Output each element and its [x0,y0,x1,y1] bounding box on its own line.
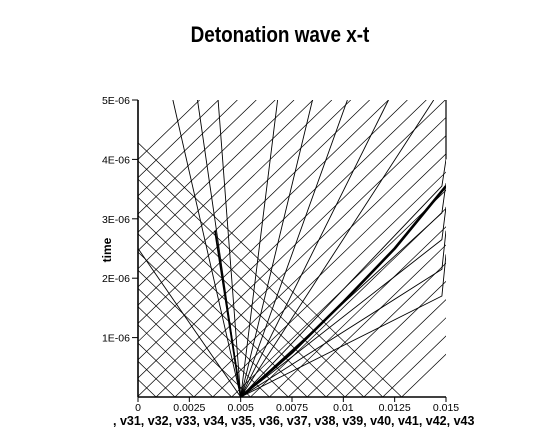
mesh-line-right [363,317,446,397]
mesh-line-left [138,178,365,397]
series-line-right-running-10 [240,100,389,397]
series-line-left-running-5 [197,100,242,397]
series-line-detonation-front-1 [239,185,446,397]
mesh-line-right [155,116,446,397]
series-line-right-running-9 [240,100,348,397]
mesh-line-left [138,324,213,397]
y-tick-label: 3E-06 [102,214,130,226]
y-tick-label: 4E-06 [102,154,130,166]
axes: 0 0.0025 0.005 0.0075 0.01 0.0125 0.015 1E-06 2E… [102,95,459,414]
mesh-line-right [138,100,276,233]
mesh-line-right [138,100,446,397]
mesh-line-right [174,135,446,397]
mesh-line-left [138,142,402,397]
mesh-line-left [138,288,251,397]
mesh-line-right [306,262,446,397]
series-line-right-running-14 [240,206,446,397]
mesh-line-left [138,196,346,397]
mesh-line-right [231,189,446,397]
mesh-line-right [401,353,446,397]
series-line-right-running-11 [240,100,435,397]
series-layer [138,100,446,397]
mesh-line-left [0,100,137,397]
series-line-right-running-16 [240,254,446,397]
series-line-left-running-3 [138,248,242,397]
mesh-line-left [138,215,327,397]
mesh-line-left [138,306,232,397]
mesh-line-right [212,171,446,397]
x-tick-label: 0.0025 [173,402,205,414]
mesh-line-left [0,100,62,397]
x-tick-label: 0.005 [228,402,254,414]
series-line-right-running-7 [240,100,279,397]
x-tick-label: 0 [135,402,141,414]
mesh-line-right [138,100,370,324]
chart-title: Detonation wave x-t [190,22,370,47]
series-line-right-running-8 [240,100,313,397]
mesh-line-right [138,100,219,179]
mesh-line-left [138,233,308,397]
mesh-line-right [138,100,238,197]
y-tick-label: 2E-06 [102,273,130,285]
mesh-line-right [250,208,446,397]
series-line-left-running-4 [172,100,242,397]
mesh-line-left [138,379,157,397]
mesh-line-right [138,100,351,306]
mesh-line-left [0,100,5,397]
mesh-line-right [138,100,314,270]
mesh-line-left [0,100,43,397]
y-tick-label: 1E-06 [102,333,130,345]
mesh-line-left [0,100,81,397]
series-line-right-running-12 [240,159,446,397]
mesh-line-left [138,360,176,397]
y-tick-label: 5E-06 [102,95,130,107]
mesh-line-right [138,100,408,361]
mesh-line-right [382,335,446,397]
mesh-line-right [138,100,427,379]
mesh-line-right [138,100,295,251]
mesh-line-right [269,226,446,397]
mesh-line-left [0,100,24,397]
y-axis-label: time [100,237,114,262]
legend-text: , v31, v32, v33, v34, v35, v36, v37, v38… [113,414,475,428]
x-tick-label: 0.0125 [379,402,411,414]
mesh-line-right [325,280,446,397]
mesh-line-left [0,100,99,397]
mesh-line-right [138,100,200,160]
x-tick-label: 0.01 [333,402,354,414]
mesh-line-right [138,100,389,343]
x-tick-label: 0.0075 [276,402,308,414]
mesh-line-right [344,299,446,397]
mesh-line-left [138,269,270,397]
mesh-line-left [138,160,384,397]
mesh-line-left [138,342,195,397]
mesh-line-left [138,251,289,397]
x-tick-label: 0.015 [433,402,459,414]
series-line-right-running-13 [240,183,446,397]
series-line-right-running-15 [240,230,446,397]
mesh-line-right [193,153,446,397]
series-line-left-running-6 [217,100,242,397]
characteristic-mesh [0,100,446,397]
mesh-line-right [138,100,333,288]
